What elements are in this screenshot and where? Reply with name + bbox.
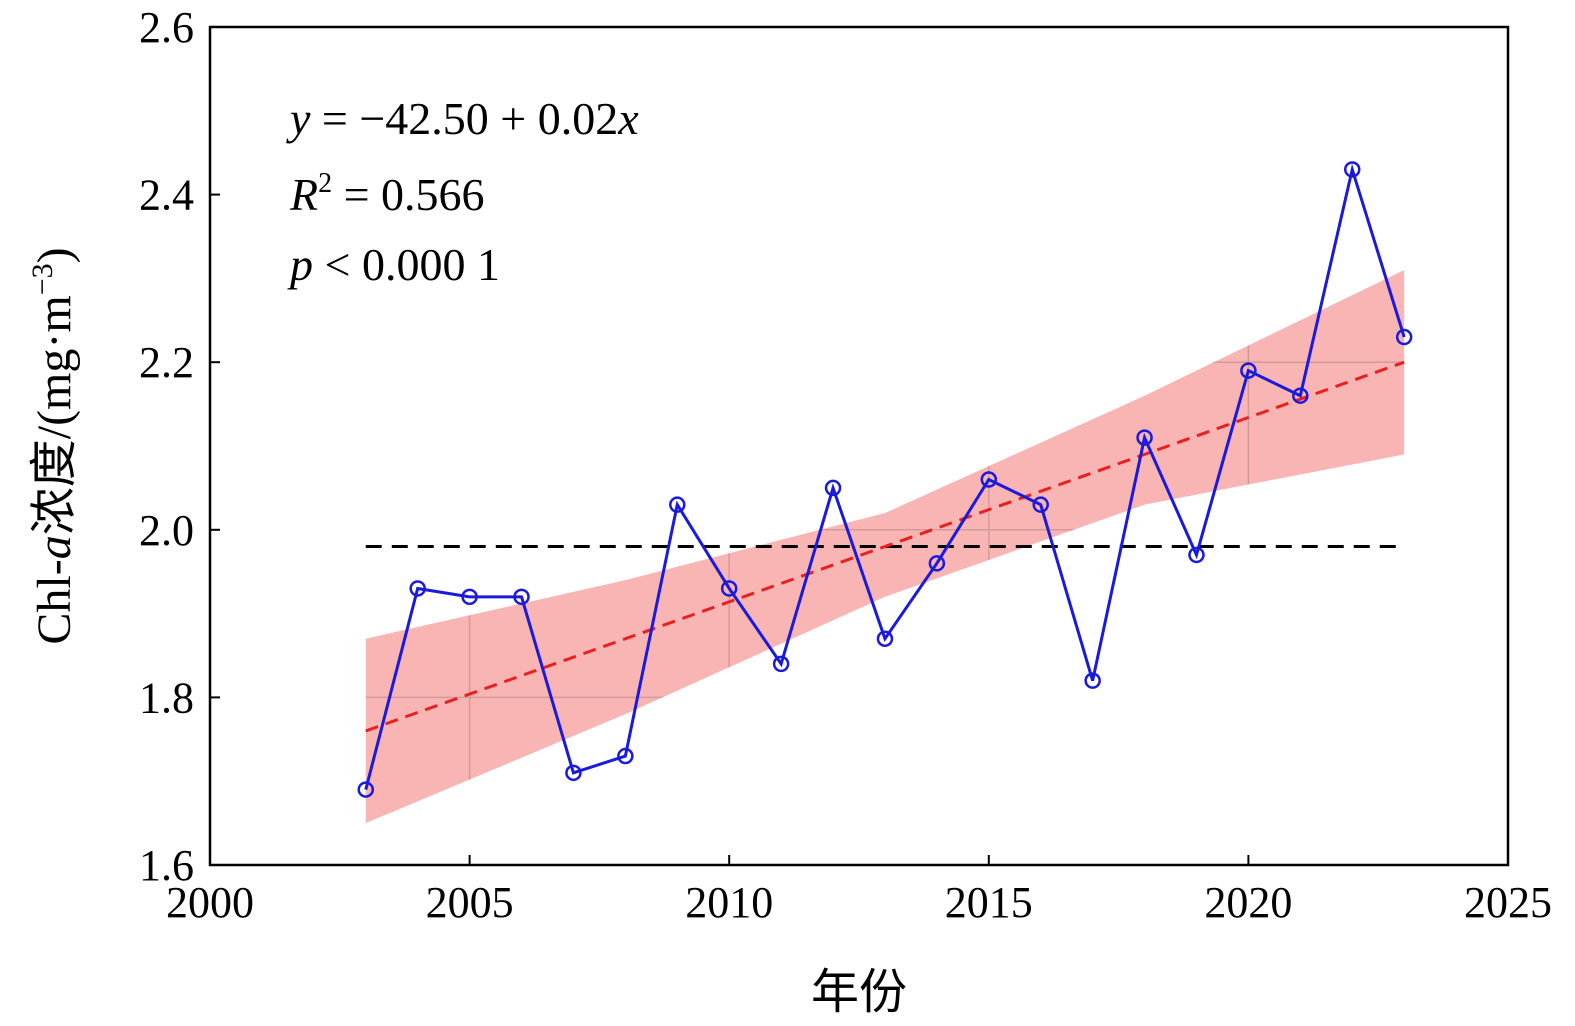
data-point-2007 xyxy=(565,764,582,782)
x-tick-label: 2010 xyxy=(685,878,773,927)
data-point-2004 xyxy=(409,580,426,597)
x-tick-label: 2000 xyxy=(166,878,254,927)
data-point-2016 xyxy=(1032,496,1049,513)
data-point-2021 xyxy=(1292,387,1309,404)
x-tick-label: 2005 xyxy=(426,878,514,927)
x-tick-label: 2015 xyxy=(945,878,1033,927)
y-tick-label: 2.2 xyxy=(139,338,194,387)
data-point-2014 xyxy=(928,555,946,572)
data-point-2020 xyxy=(1240,362,1257,379)
plot-frame xyxy=(208,25,1510,867)
data-point-2018 xyxy=(1136,429,1153,446)
data-point-2012 xyxy=(824,479,842,497)
regression-line xyxy=(365,360,1405,733)
data-point-2006 xyxy=(513,588,530,606)
x-tick-label: 2020 xyxy=(1204,878,1292,927)
data-point-2003 xyxy=(357,781,375,798)
annotation-r-squared: R2 = 0.566 xyxy=(289,168,485,220)
x-tick-label: 2025 xyxy=(1464,878,1552,927)
data-point-2011 xyxy=(772,655,790,673)
y-tick-label: 2.4 xyxy=(139,171,194,220)
annotation-p-value: p < 0.000 1 xyxy=(287,239,500,290)
y-tick-label: 2.6 xyxy=(139,3,194,52)
y-tick-label: 2.0 xyxy=(139,506,194,555)
y-tick-label: 1.6 xyxy=(139,841,194,890)
plot-area xyxy=(357,161,1413,824)
y-axis-label: Chl-a浓度/(mg·m−3) xyxy=(26,247,81,644)
data-point-2022 xyxy=(1343,161,1361,178)
data-point-2015 xyxy=(980,471,998,488)
data-point-2008 xyxy=(617,747,634,765)
axis-ticks: 2000 2005 2010 2015 2020 2025 1.6 1.8 2.0 2.2 2.4 2… xyxy=(139,3,1552,927)
data-point-2023 xyxy=(1395,328,1413,346)
data-point-2010 xyxy=(720,580,738,597)
data-point-2019 xyxy=(1188,546,1205,564)
data-point-2013 xyxy=(876,630,894,647)
data-point-2009 xyxy=(669,496,686,513)
y-tick-label: 1.8 xyxy=(139,673,194,722)
data-point-2017 xyxy=(1084,672,1101,689)
annotation-equation: y = −42.50 + 0.02x xyxy=(286,93,639,144)
series-line xyxy=(364,163,1406,790)
data-point-2005 xyxy=(461,588,478,606)
x-axis-label: 年份 xyxy=(811,966,907,1019)
